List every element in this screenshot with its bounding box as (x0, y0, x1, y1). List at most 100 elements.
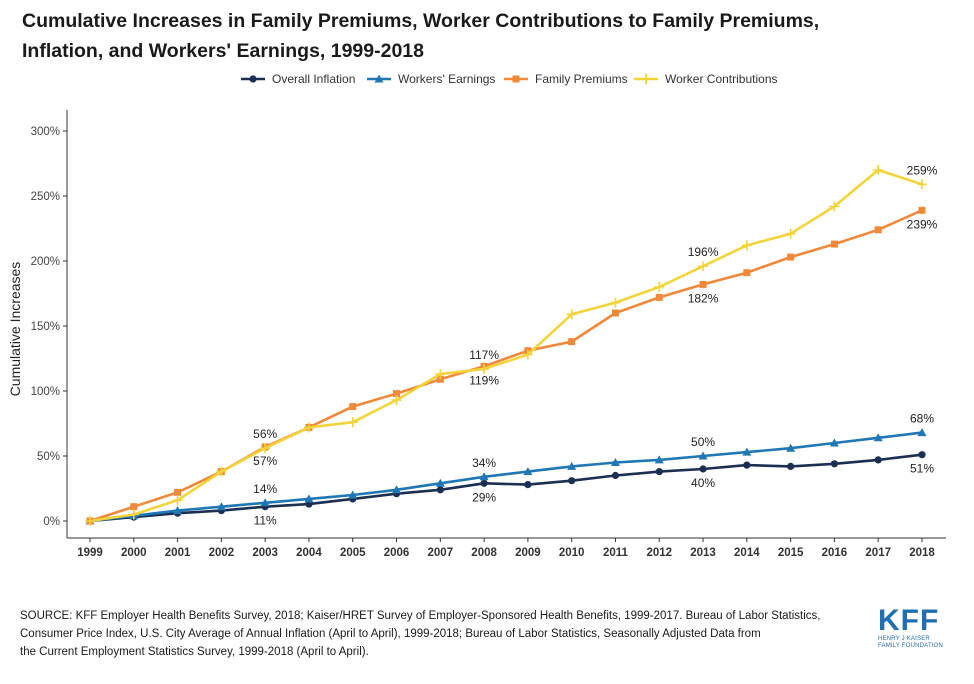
data-label: 119% (469, 373, 499, 387)
x-tick-label: 2017 (865, 547, 891, 559)
data-point (654, 282, 665, 292)
data-point (787, 462, 795, 470)
legend-label: Worker Contributions (665, 72, 778, 86)
kff-logo: KFF HENRY J KAISER FAMILY FOUNDATION (878, 606, 958, 666)
data-point (874, 226, 882, 234)
y-tick-label: 150% (31, 321, 60, 333)
data-point (918, 206, 926, 214)
data-point (567, 461, 577, 470)
data-label: 239% (907, 217, 938, 231)
data-point (829, 438, 839, 447)
data-point (436, 375, 444, 383)
data-point (655, 468, 663, 476)
data-point (348, 490, 358, 499)
data-point (216, 502, 226, 511)
data-point (174, 488, 182, 496)
data-label: 14% (253, 482, 277, 496)
data-point (742, 447, 752, 456)
data-label: 56% (253, 427, 277, 441)
data-point (172, 495, 183, 506)
series-line-workers-earnings (89, 431, 923, 523)
data-point (610, 297, 621, 308)
data-point (173, 506, 183, 515)
x-tick-label: 2012 (646, 547, 672, 559)
chart-title-line-1: Cumulative Increases in Family Premiums,… (22, 10, 820, 32)
data-point (303, 422, 314, 433)
source-note: SOURCE: KFF Employer Health Benefits Sur… (20, 607, 870, 661)
data-point (393, 390, 401, 398)
x-tick-label: 2002 (209, 547, 235, 559)
chart-legend: Overall Inflation Workers' Earnings Fami… (0, 69, 974, 89)
data-point (655, 293, 663, 301)
x-tick-label: 2000 (121, 547, 147, 559)
x-tick-label: 2018 (909, 547, 935, 559)
x-tick-label: 2009 (515, 547, 541, 559)
x-tick-label: 2016 (822, 547, 848, 559)
data-label: 182% (688, 291, 719, 305)
x-tick-label: 2015 (778, 547, 804, 559)
data-point (654, 455, 664, 464)
data-point (918, 451, 926, 459)
x-tick-label: 2004 (296, 547, 322, 559)
data-label: 29% (472, 490, 496, 504)
data-label: 34% (472, 456, 496, 470)
legend-item-workers-earnings: Workers' Earnings (366, 69, 495, 89)
data-label: 117% (469, 348, 499, 362)
x-tick-label: 2006 (384, 547, 410, 559)
data-point (130, 503, 138, 511)
legend-label: Overall Inflation (272, 72, 356, 86)
data-point (524, 481, 532, 489)
data-point (392, 485, 402, 494)
data-point (698, 261, 709, 272)
data-point (435, 369, 446, 380)
y-tick-label: 50% (37, 451, 60, 463)
data-label: 50% (691, 435, 715, 449)
data-point (523, 467, 533, 476)
source-line-1: SOURCE: KFF Employer Health Benefits Sur… (20, 610, 821, 622)
data-point (610, 458, 620, 466)
data-point (391, 395, 402, 406)
y-tick-label: 200% (31, 256, 60, 268)
data-point (611, 309, 619, 317)
chart-title-line-2: Inflation, and Workers' Earnings, 1999-2… (22, 40, 424, 62)
data-point (787, 253, 795, 261)
logo-wordmark: KFF (878, 604, 940, 637)
legend-triangle-marker-icon (367, 74, 391, 83)
data-point (698, 451, 708, 460)
data-point (743, 461, 751, 469)
data-label: 40% (691, 476, 715, 490)
x-tick-label: 2007 (428, 547, 454, 559)
data-point (743, 269, 751, 277)
series-line-worker-contributions (89, 168, 923, 523)
legend-square-marker-icon (504, 75, 528, 83)
series-line-overall-inflation (89, 453, 923, 523)
legend-label: Workers' Earnings (398, 72, 496, 86)
x-tick-label: 2010 (559, 547, 585, 559)
source-line-2: Consumer Price Index, U.S. City Average … (20, 628, 761, 640)
data-point (522, 349, 533, 360)
data-label: 196% (688, 245, 719, 259)
y-axis-label: Cumulative Increases (7, 262, 23, 397)
data-point (347, 417, 358, 428)
legend-circle-marker-icon (241, 75, 265, 83)
data-point (480, 479, 488, 487)
data-label: 68% (910, 412, 934, 426)
data-point (436, 486, 444, 494)
data-point (435, 478, 445, 487)
legend-label: Family Premiums (535, 72, 628, 86)
legend-item-family-premiums: Family Premiums (503, 69, 628, 89)
y-tick-label: 0% (43, 516, 60, 528)
data-point (917, 179, 927, 190)
y-tick-label: 100% (31, 386, 60, 398)
data-point (85, 516, 95, 526)
data-point (566, 309, 577, 320)
data-point (128, 509, 139, 520)
data-point (873, 433, 883, 442)
legend-plus-marker-icon (634, 73, 658, 85)
logo-subtitle-line-1: HENRY J KAISER (878, 636, 930, 642)
data-point (216, 466, 227, 477)
x-tick-label: 1999 (77, 547, 103, 559)
data-point (699, 280, 707, 288)
x-tick-label: 2013 (690, 547, 716, 559)
